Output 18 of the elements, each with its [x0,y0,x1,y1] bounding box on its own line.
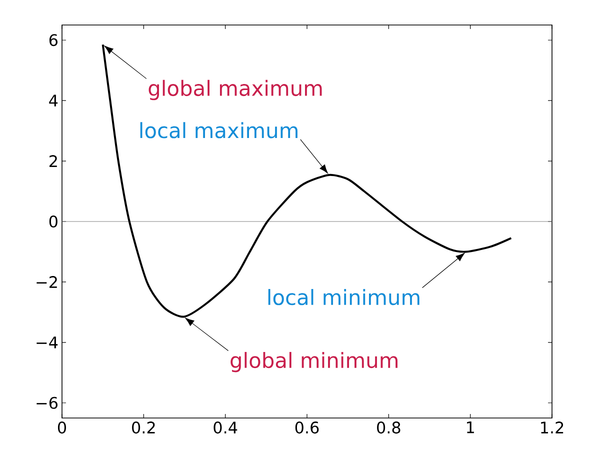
annotation: local maximum [140,122,298,138]
x-tick-label: 0.8 [377,422,400,434]
y-tick-label: 0 [49,215,58,228]
x-tick-label: 0.2 [132,422,155,434]
annotation: global minimum [230,352,398,372]
y-tick-label: −2 [36,276,57,288]
x-tick-label: 0 [58,422,66,434]
y-tick-label: 4 [49,94,58,106]
x-tick-label: 1.2 [541,422,564,434]
y-tick-label: −6 [36,396,58,409]
annotation: global maximum [148,80,322,100]
x-tick-label: 1 [467,422,474,434]
y-tick-label: −4 [36,336,58,348]
y-tick-label: 6 [49,34,58,46]
x-tick-label: 0.4 [214,422,238,434]
x-tick-label: 0.6 [295,422,319,434]
annotation: local minimum [268,288,420,306]
y-tick-label: 2 [50,155,57,167]
